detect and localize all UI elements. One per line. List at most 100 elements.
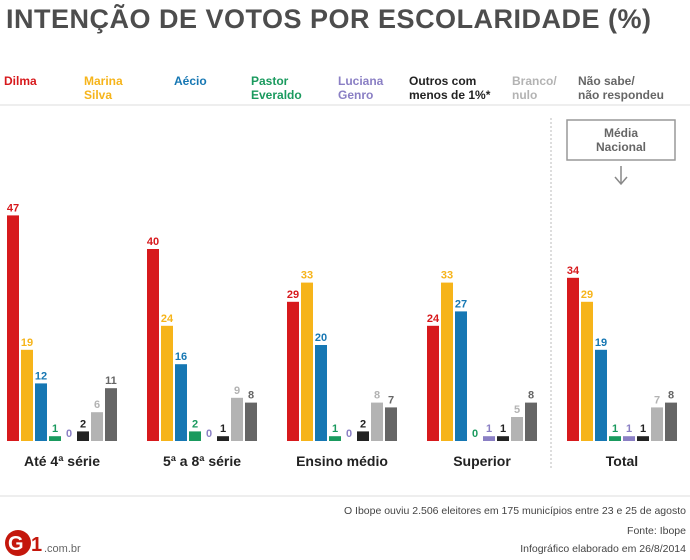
value-label: 34 (567, 265, 580, 277)
bar (483, 436, 495, 441)
legend-item: Outros com menos de 1%* (409, 74, 491, 102)
g1-logo: G 1 .com.br (5, 530, 81, 556)
bar (245, 402, 257, 441)
source-note: O Ibope ouviu 2.506 eleitores em 175 mun… (344, 505, 686, 517)
bar (581, 301, 593, 441)
chart-title: INTENÇÃO DE VOTOS POR ESCOLARIDADE (%) (6, 3, 652, 34)
value-label: 1 (52, 423, 58, 435)
value-label: 8 (374, 390, 380, 402)
value-label: 7 (388, 394, 394, 406)
bar (441, 282, 453, 441)
bar (385, 407, 397, 441)
value-label: 27 (455, 298, 467, 310)
value-label: 1 (332, 423, 338, 435)
g1-logo-number: 1 (31, 534, 42, 556)
bar (189, 431, 201, 441)
bar (301, 282, 313, 441)
bar (525, 402, 537, 441)
value-label: 19 (21, 337, 33, 349)
category-label: Total (606, 453, 638, 469)
bar (427, 325, 439, 441)
value-label: 29 (581, 289, 593, 301)
legend-item: Aécio (174, 74, 207, 88)
bar (497, 436, 509, 441)
bar (91, 412, 103, 441)
bar (567, 277, 579, 441)
value-label: 33 (441, 270, 453, 282)
bar (665, 402, 677, 441)
bar (637, 436, 649, 441)
value-label: 29 (287, 289, 299, 301)
bar (315, 345, 327, 441)
value-label: 20 (315, 332, 327, 344)
category-label: Até 4ª série (24, 453, 100, 469)
bar (77, 431, 89, 441)
legend-item: Pastor Everaldo (251, 74, 302, 102)
media-nacional-label: Média (604, 126, 638, 140)
bar (7, 215, 19, 441)
bar (609, 436, 621, 441)
bar (175, 364, 187, 441)
bar (511, 417, 523, 441)
bar (217, 436, 229, 441)
legend-item: Luciana Genro (338, 74, 384, 102)
legend: Dilma Marina Silva Aécio Pastor Everaldo Lucia… (4, 74, 664, 102)
value-label: 6 (94, 399, 100, 411)
value-label: 8 (528, 390, 534, 402)
category-label: 5ª a 8ª série (163, 453, 241, 469)
category-label: Superior (453, 453, 511, 469)
bar (455, 311, 467, 441)
value-label: 24 (161, 313, 174, 325)
bar (329, 436, 341, 441)
value-label: 47 (7, 202, 19, 214)
value-label: 0 (472, 428, 478, 440)
bar (371, 402, 383, 441)
value-label: 9 (234, 385, 240, 397)
value-label: 1 (612, 423, 618, 435)
bar (357, 431, 369, 441)
bar (651, 407, 663, 441)
value-label: 40 (147, 236, 159, 248)
legend-item: Dilma (4, 74, 37, 88)
bar (287, 301, 299, 441)
value-label: 2 (80, 418, 86, 430)
value-label: 1 (500, 423, 506, 435)
g1-logo-circle (5, 530, 31, 556)
category-label: Ensino médio (296, 453, 388, 469)
bars (7, 215, 677, 441)
value-label: 8 (668, 390, 674, 402)
g1-logo-mark: G (8, 533, 24, 555)
bar (161, 325, 173, 441)
legend-item: Marina Silva (84, 74, 123, 102)
value-label: 8 (248, 390, 254, 402)
media-nacional-frame (566, 119, 676, 161)
legend-item: Branco/nulo (512, 74, 557, 102)
media-nacional-label: Nacional (596, 140, 646, 154)
dividers (0, 104, 690, 497)
bar (595, 349, 607, 441)
value-label: 33 (301, 270, 313, 282)
fonte-note: Fonte: Ibope (627, 525, 686, 537)
value-label: 0 (206, 428, 212, 440)
media-arrow-head (614, 176, 628, 186)
value-label: 2 (192, 418, 198, 430)
bar (105, 388, 117, 441)
value-label: 1 (486, 423, 492, 435)
bar (623, 436, 635, 441)
value-label: 16 (175, 351, 187, 363)
bar (21, 349, 33, 441)
value-label: 19 (595, 337, 607, 349)
value-label: 5 (514, 404, 520, 416)
g1-logo-domain: .com.br (44, 543, 81, 555)
bar (35, 383, 47, 441)
value-label: 7 (654, 394, 660, 406)
bar (147, 249, 159, 441)
value-label: 1 (640, 423, 646, 435)
value-label: 12 (35, 370, 47, 382)
bar (49, 436, 61, 441)
value-label: 1 (626, 423, 632, 435)
value-label: 24 (427, 313, 440, 325)
